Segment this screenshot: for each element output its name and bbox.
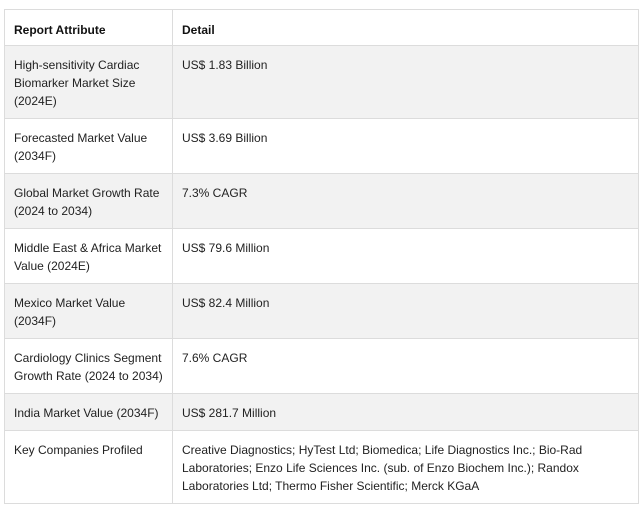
table-row: Cardiology Clinics Segment Growth Rate (…: [4, 338, 639, 394]
report-attributes-table: Report Attribute Detail High-sensitivity…: [4, 9, 639, 504]
report-attributes-table-container: Report Attribute Detail High-sensitivity…: [4, 9, 639, 504]
row-detail: US$ 82.4 Million: [172, 283, 639, 339]
row-detail: US$ 281.7 Million: [172, 393, 639, 431]
table-row: Mexico Market Value (2034F) US$ 82.4 Mil…: [4, 283, 639, 339]
row-attribute: High-sensitivity Cardiac Biomarker Marke…: [4, 45, 173, 119]
header-detail: Detail: [172, 9, 639, 46]
row-detail: US$ 1.83 Billion: [172, 45, 639, 119]
row-detail: Creative Diagnostics; HyTest Ltd; Biomed…: [172, 430, 639, 504]
table-row: Key Companies Profiled Creative Diagnost…: [4, 430, 639, 504]
table-row: India Market Value (2034F) US$ 281.7 Mil…: [4, 393, 639, 431]
table-row: Forecasted Market Value (2034F) US$ 3.69…: [4, 118, 639, 174]
row-attribute: Forecasted Market Value (2034F): [4, 118, 173, 174]
row-detail: 7.3% CAGR: [172, 173, 639, 229]
row-attribute: Mexico Market Value (2034F): [4, 283, 173, 339]
row-attribute: India Market Value (2034F): [4, 393, 173, 431]
row-attribute: Global Market Growth Rate (2024 to 2034): [4, 173, 173, 229]
row-detail: US$ 3.69 Billion: [172, 118, 639, 174]
table-row: Global Market Growth Rate (2024 to 2034)…: [4, 173, 639, 229]
row-detail: 7.6% CAGR: [172, 338, 639, 394]
row-detail: US$ 79.6 Million: [172, 228, 639, 284]
row-attribute: Middle East & Africa Market Value (2024E…: [4, 228, 173, 284]
table-row: High-sensitivity Cardiac Biomarker Marke…: [4, 45, 639, 119]
row-attribute: Key Companies Profiled: [4, 430, 173, 504]
table-header-row: Report Attribute Detail: [4, 9, 639, 46]
table-row: Middle East & Africa Market Value (2024E…: [4, 228, 639, 284]
header-report-attribute: Report Attribute: [4, 9, 173, 46]
row-attribute: Cardiology Clinics Segment Growth Rate (…: [4, 338, 173, 394]
